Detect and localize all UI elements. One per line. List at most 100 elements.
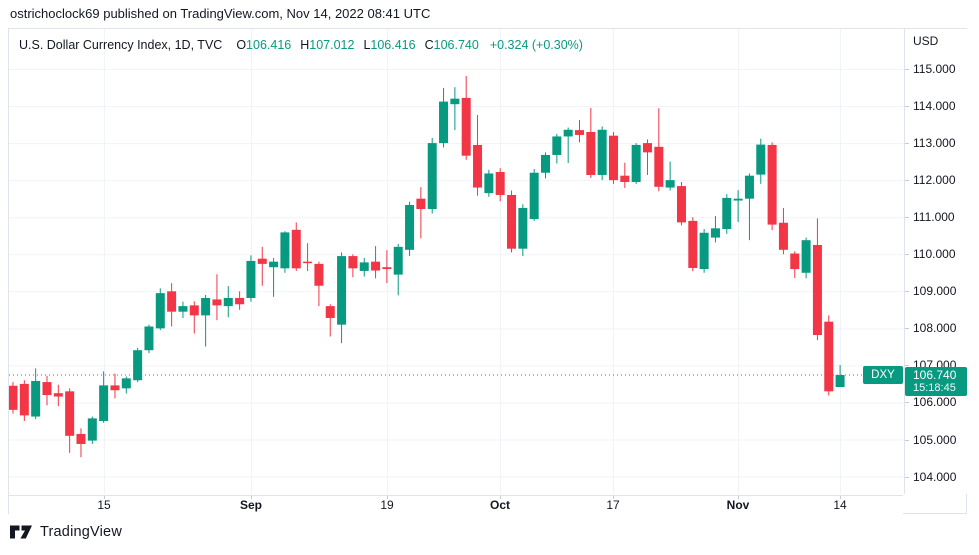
candle-body (246, 260, 256, 298)
candle-body (541, 154, 551, 173)
price-tick-mark (905, 440, 909, 441)
chart-widget: U.S. Dollar Currency Index, 1D, TVC O106… (8, 28, 967, 514)
candle-body (178, 306, 188, 312)
bar-countdown: 15:18:45 (913, 382, 956, 394)
price-tick-label: 111.000 (913, 210, 955, 224)
chart-pane[interactable]: U.S. Dollar Currency Index, 1D, TVC O106… (9, 29, 903, 494)
candle-body (212, 299, 222, 306)
price-tick-label: 106.000 (913, 395, 957, 409)
candle-body (801, 240, 811, 273)
candle-body (642, 143, 652, 153)
candle-body (699, 232, 709, 270)
brand-name: TradingView (40, 524, 122, 540)
time-axis[interactable]: 15 Sep 19 Oct 17 Nov 14 (9, 495, 903, 514)
candle-body (427, 143, 437, 210)
candle-body (688, 220, 698, 268)
candle-body (450, 98, 460, 105)
candle-body (337, 256, 347, 325)
candle-body (767, 144, 777, 225)
price-tick-mark (905, 106, 909, 107)
price-tick-mark (905, 477, 909, 478)
candle-body (348, 256, 358, 269)
candle-body (529, 172, 539, 220)
price-axis[interactable]: USD 106.740 15:18:45 115.000 114.000 113.0… (904, 29, 967, 494)
candle-body (87, 418, 97, 441)
candle-body (99, 385, 109, 421)
price-tick-label: 112.000 (913, 173, 956, 187)
candle-body (393, 246, 403, 275)
candle-body (189, 305, 199, 316)
time-tick-mark (251, 496, 252, 499)
candle-body (654, 146, 664, 187)
price-tick-mark (905, 365, 909, 366)
price-tick-label: 104.000 (913, 470, 957, 484)
candle-body (631, 144, 641, 183)
candle-body (76, 433, 86, 444)
candle-body (201, 297, 211, 316)
candle-body (756, 144, 766, 175)
time-tick-label: Oct (489, 498, 510, 512)
time-tick-mark (840, 496, 841, 499)
price-tick-mark (905, 180, 909, 181)
candle-body (110, 385, 120, 391)
candle-body (257, 258, 267, 264)
candle-body (495, 171, 505, 195)
candle-body (507, 194, 517, 249)
symbol-title[interactable]: U.S. Dollar Currency Index, 1D, TVC (19, 38, 223, 52)
candle-body (19, 383, 29, 416)
candle-body (439, 101, 449, 144)
candle-body (733, 198, 743, 201)
time-tick-mark (104, 496, 105, 499)
price-change: +0.324 (+0.30%) (489, 38, 583, 52)
price-tick-mark (905, 69, 909, 70)
candle-body (744, 175, 754, 199)
price-tick-label: 113.000 (913, 136, 956, 150)
candle-body (31, 380, 41, 417)
candle-body (835, 375, 845, 388)
time-tick-mark (500, 496, 501, 499)
candle-body (9, 385, 18, 410)
candle-body (155, 293, 165, 329)
chart-legend[interactable]: U.S. Dollar Currency Index, 1D, TVC O106… (19, 37, 583, 54)
brand-bar: TradingView (10, 524, 122, 540)
last-price-value: 106.740 (913, 368, 957, 382)
candle-body (665, 180, 675, 188)
candle-body (710, 228, 720, 238)
price-tick-label: 109.000 (913, 284, 957, 298)
time-tick-mark (738, 496, 739, 499)
candle-body (42, 382, 52, 396)
time-tick-label: 15 (97, 498, 111, 512)
attribution-text: ostrichoclock69 published on TradingView… (10, 6, 431, 21)
price-tick-label: 115.000 (913, 62, 956, 76)
candle-body (461, 97, 471, 156)
time-tick-mark (387, 496, 388, 499)
candle-body (586, 131, 596, 175)
time-tick-label: Nov (726, 498, 750, 512)
candle-body (167, 291, 177, 312)
price-tick-label: 108.000 (913, 321, 957, 335)
candle-body (223, 297, 233, 307)
candle-body (65, 391, 75, 436)
candle-body (608, 135, 618, 181)
candle-body (144, 326, 154, 351)
candle-body (812, 244, 822, 336)
price-tick-mark (905, 217, 909, 218)
candlestick-chart (9, 29, 903, 494)
candle-body (280, 232, 290, 269)
price-tick-mark (905, 143, 909, 144)
candle-body (235, 297, 245, 305)
time-tick-label: 14 (833, 498, 847, 512)
candle-body (722, 197, 732, 230)
candle-body (824, 321, 834, 392)
candle-body (359, 262, 369, 271)
candle-body (291, 229, 301, 269)
price-tick-mark (905, 328, 909, 329)
candle-body (552, 136, 562, 155)
price-tick-mark (905, 291, 909, 292)
candle-body (303, 261, 313, 264)
candle-body (314, 263, 324, 286)
candle-body (269, 261, 279, 268)
last-price-badge: 106.740 15:18:45 (905, 367, 967, 396)
ohlc-close: C106.740 (424, 38, 479, 52)
